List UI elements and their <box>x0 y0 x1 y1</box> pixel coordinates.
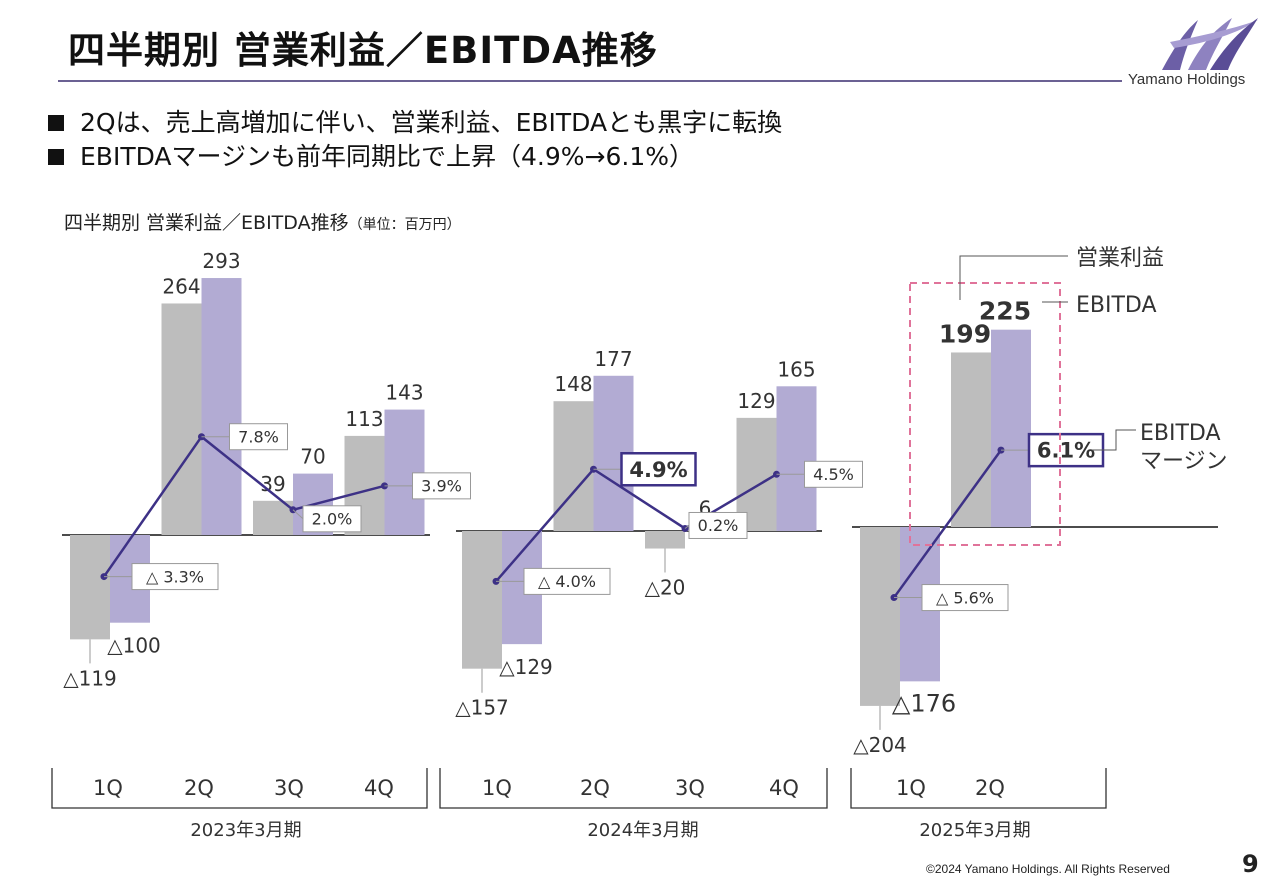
period-label: 2024年3月期 <box>587 820 698 841</box>
bullet-text: EBITDAマージンも前年同期比で上昇（4.9%→6.1%） <box>80 142 694 171</box>
ebitda-label: 165 <box>777 357 815 381</box>
ebitda-margin-line <box>495 467 778 583</box>
copyright: ©2024 Yamano Holdings. All Rights Reserv… <box>926 862 1170 876</box>
highlight-box <box>909 282 1061 546</box>
margin-callout-box <box>620 452 697 487</box>
operating-profit-annotation: 営業利益 <box>1076 246 1164 271</box>
quarter-label: 4Q <box>364 776 394 800</box>
period-label: 2023年3月期 <box>190 820 301 841</box>
margin-callout-leader <box>684 525 690 529</box>
margin-callout-label: 4.9% <box>629 458 687 482</box>
operating-profit-bar <box>860 527 900 706</box>
ebitda-label: 225 <box>979 297 1031 326</box>
margin-callout-box <box>412 472 471 500</box>
ebitda-bar <box>201 278 242 535</box>
period-label: 2025年3月期 <box>919 820 1030 841</box>
operating-profit-bar <box>70 535 110 640</box>
op-annotation-leader <box>959 255 1068 300</box>
margin-callout-box <box>1027 432 1105 468</box>
quarter-label: 4Q <box>769 776 799 800</box>
ebitda-bar <box>991 329 1031 527</box>
margin-annotation: EBITDA <box>1140 421 1221 446</box>
operating-profit-label: △204 <box>853 733 907 757</box>
quarter-label: 3Q <box>274 776 304 800</box>
quarter-label: 2Q <box>184 776 214 800</box>
ebitda-label: 143 <box>385 381 423 405</box>
bullet-square-icon <box>48 149 64 165</box>
operating-profit-bar <box>462 531 502 669</box>
margin-callout-label: △ 4.0% <box>538 572 596 591</box>
quarter-label: 2Q <box>580 776 610 800</box>
margin-annotation: マージン <box>1140 449 1228 474</box>
operating-profit-label: 39 <box>260 472 285 496</box>
margin-callout-label: △ 5.6% <box>936 588 994 607</box>
margin-callout-label: 0.2% <box>698 516 739 535</box>
operating-profit-label: △20 <box>645 576 686 600</box>
operating-profit-label: △119 <box>63 666 117 690</box>
operating-profit-label: 264 <box>162 274 200 298</box>
operating-profit-bar <box>645 531 685 549</box>
chart-title-main: 四半期別 営業利益／EBITDA推移 <box>64 212 349 234</box>
bullet-square-icon <box>48 115 64 131</box>
company-logo-icon <box>1162 18 1258 70</box>
ebitda-label: 177 <box>594 347 632 371</box>
operating-profit-bar <box>161 303 202 535</box>
operating-profit-bar <box>253 500 293 535</box>
quarter-label: 3Q <box>675 776 705 800</box>
ebitda-margin-line <box>892 449 1003 599</box>
margin-callout-box <box>523 567 611 595</box>
margin-callout-box <box>804 460 863 488</box>
period-bracket <box>439 768 828 809</box>
quarter-label: 1Q <box>93 776 123 800</box>
margin-callout-label: 4.5% <box>813 465 854 484</box>
margin-callout-label: 2.0% <box>312 510 353 529</box>
margin-callout-box <box>131 563 219 591</box>
margin-callout-box <box>229 423 288 451</box>
chart-unit: （単位：百万円） <box>348 217 461 233</box>
ebitda-bar <box>776 386 817 531</box>
quarter-label: 1Q <box>482 776 512 800</box>
operating-profit-label: 199 <box>939 319 991 348</box>
quarter-label: 1Q <box>896 776 926 800</box>
margin-callout-box <box>302 505 362 533</box>
bullet-list: 2Qは、売上高増加に伴い、営業利益、EBITDAとも黒字に転換 EBITDAマー… <box>48 106 782 174</box>
ebitda-label: 293 <box>202 249 240 273</box>
margin-callout-label: 6.1% <box>1037 439 1095 463</box>
margin-callout-label: 3.9% <box>421 477 462 496</box>
operating-profit-bar <box>951 352 991 527</box>
logo-text: Yamano Holdings <box>1128 71 1246 88</box>
ebitda-label: △176 <box>892 689 956 717</box>
margin-callout-leader <box>292 509 304 520</box>
ebitda-label: 70 <box>300 445 325 469</box>
margin-callout-box <box>921 584 1009 612</box>
margin-callout-box <box>688 511 748 539</box>
bullet-item: 2Qは、売上高増加に伴い、営業利益、EBITDAとも黒字に転換 <box>48 106 782 140</box>
ebitda-annotation: EBITDA <box>1076 293 1157 318</box>
ebitda-margin-line <box>102 434 385 578</box>
page-title: 四半期別 営業利益／EBITDA推移 <box>68 29 658 72</box>
chart-title: 四半期別 営業利益／EBITDA推移（単位：百万円） <box>64 208 461 235</box>
operating-profit-label: △157 <box>455 696 509 720</box>
period-bracket <box>850 768 1107 809</box>
operating-profit-bar <box>553 401 594 531</box>
ebitda-label: △100 <box>107 634 161 658</box>
page-number: 9 <box>1242 850 1259 878</box>
title-divider <box>58 80 1122 82</box>
period-bracket <box>51 768 428 809</box>
operating-profit-label: 148 <box>554 372 592 396</box>
ebitda-bar <box>384 409 425 535</box>
operating-profit-label: 129 <box>737 389 775 413</box>
margin-callout-label: 7.8% <box>238 427 279 446</box>
operating-profit-label: 113 <box>345 407 383 431</box>
margin-annotation-leader <box>1092 429 1136 451</box>
bullet-text: 2Qは、売上高増加に伴い、営業利益、EBITDAとも黒字に転換 <box>80 108 783 137</box>
ebitda-label: △129 <box>499 655 553 679</box>
margin-callout-label: △ 3.3% <box>146 567 204 586</box>
quarter-label: 2Q <box>975 776 1005 800</box>
bullet-item: EBITDAマージンも前年同期比で上昇（4.9%→6.1%） <box>48 140 782 174</box>
